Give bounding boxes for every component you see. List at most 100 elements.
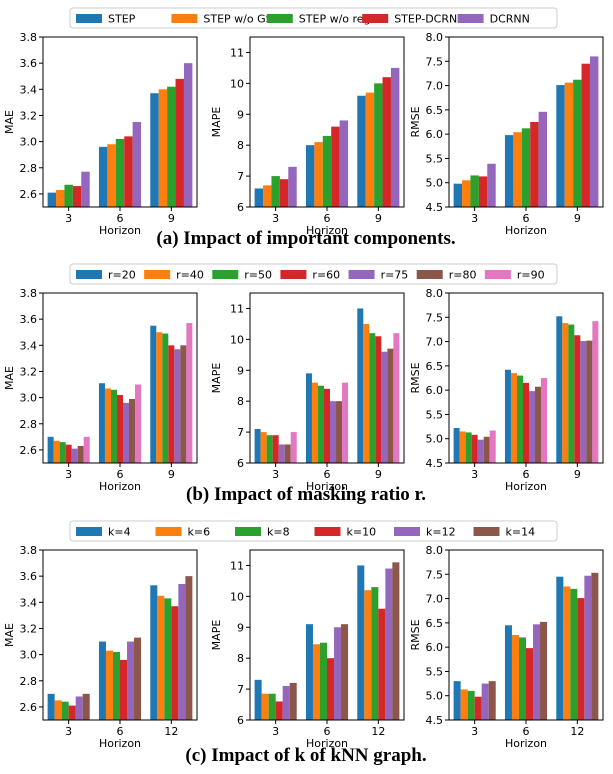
y-tick-label: 10 xyxy=(230,333,244,346)
bar-r-40-h9 xyxy=(363,323,370,463)
y-tick-label: 11 xyxy=(230,302,244,315)
x-tick-label: 6 xyxy=(324,468,331,481)
bar-r-90-h3 xyxy=(489,430,496,463)
x-axis-label: Horizon xyxy=(505,480,547,493)
y-tick-label: 8 xyxy=(237,652,244,665)
legend-label-6: k=14 xyxy=(506,526,536,539)
bar-k-4-h12 xyxy=(357,565,365,720)
bar-k-6-h3 xyxy=(54,700,62,720)
y-tick-label: 5.0 xyxy=(426,690,444,703)
y-tick-label: 6.5 xyxy=(426,104,444,117)
y-tick-label: 5.0 xyxy=(426,433,444,446)
bar-k-12-h6 xyxy=(127,641,135,720)
y-tick-label: 7.5 xyxy=(426,311,444,324)
y-tick-label: 3.2 xyxy=(20,109,38,122)
bar-step-h6 xyxy=(305,145,315,207)
bar-r-90-h3 xyxy=(83,436,90,463)
plot-frame xyxy=(249,549,405,721)
bar-r-90-h6 xyxy=(541,378,548,463)
bar-k-6-h6 xyxy=(312,644,320,720)
bar-step-w-o-reg-h9 xyxy=(374,83,383,207)
bar-r-80-h6 xyxy=(129,398,136,463)
y-tick-label: 3.4 xyxy=(20,83,38,96)
x-axis-label: Horizon xyxy=(505,737,547,750)
bar-step-w-o-reg-h9 xyxy=(573,79,582,207)
y-tick-label: 7.0 xyxy=(426,336,444,349)
bar-dcrnn-h9 xyxy=(589,56,599,208)
bar-k-10-h6 xyxy=(120,659,128,720)
bar-k-12-h12 xyxy=(584,575,592,720)
y-tick-label: 7.5 xyxy=(426,55,444,68)
y-axis-label: MAPE xyxy=(210,620,223,651)
x-tick-label: 3 xyxy=(65,725,72,738)
bar-k-14-h6 xyxy=(134,637,142,720)
y-tick-label: 6.5 xyxy=(426,360,444,373)
bar-r-50-h9 xyxy=(568,324,575,463)
x-axis-label: Horizon xyxy=(505,224,547,237)
y-tick-label: 2.8 xyxy=(20,675,38,688)
x-tick-label: 3 xyxy=(65,468,72,481)
chart-row-2: r=20 r=40 r=50 r=60 r=75 r=80 r=90 3 6 9 2.6 2.8 3.0… xyxy=(3,263,604,505)
bar-r-80-h9 xyxy=(387,348,394,463)
bar-k-10-h6 xyxy=(526,648,534,720)
bar-step-w-o-reg-h3 xyxy=(470,175,479,207)
y-tick-label: 3.4 xyxy=(20,596,38,609)
bar-dcrnn-h6 xyxy=(538,111,548,207)
y-axis-label: MAE xyxy=(3,110,16,134)
bar-k-10-h3 xyxy=(68,705,76,720)
legend-label-1: k=4 xyxy=(108,526,131,539)
plot-frame xyxy=(249,292,405,464)
bar-r-60-h9 xyxy=(574,335,581,463)
panel-rmse: 3 6 12 4.5 5.0 5.5 6.0 6.5 7.0 7.5 8.0 Horizon RMSE xyxy=(409,544,604,750)
bar-step-h3 xyxy=(453,183,463,207)
legend-swatch-1 xyxy=(76,270,102,279)
bar-step-dcrnn-h3 xyxy=(279,179,289,207)
bar-step-dcrnn-h9 xyxy=(175,78,184,207)
bar-step-w-o-gsl-h6 xyxy=(107,144,116,207)
bar-step-dcrnn-h6 xyxy=(124,136,133,207)
bar-r-60-h3 xyxy=(65,444,72,463)
bar-r-75-h3 xyxy=(71,448,78,463)
legend-label-5: r=75 xyxy=(381,269,409,282)
y-tick-label: 9 xyxy=(237,621,244,634)
y-tick-label: 3.8 xyxy=(20,544,38,557)
bar-k-14-h6 xyxy=(341,624,349,720)
bar-k-4-h12 xyxy=(556,576,564,720)
y-tick-label: 5.5 xyxy=(426,665,444,678)
plot-frame xyxy=(448,549,604,721)
bar-k-4-h3 xyxy=(47,693,55,720)
y-axis-label: MAE xyxy=(3,366,16,390)
bar-step-h9 xyxy=(150,93,159,207)
x-axis-label: Horizon xyxy=(306,224,348,237)
bar-r-20-h3 xyxy=(254,429,261,463)
y-tick-label: 5.5 xyxy=(426,408,444,421)
y-tick-label: 3.0 xyxy=(20,136,38,149)
bar-step-w-o-reg-h9 xyxy=(167,86,176,207)
bar-r-20-h6 xyxy=(98,383,105,463)
y-tick-label: 10 xyxy=(230,77,244,90)
bar-dcrnn-h6 xyxy=(132,122,142,207)
bar-k-6-h3 xyxy=(261,693,269,720)
x-tick-label: 6 xyxy=(523,468,530,481)
bar-r-60-h3 xyxy=(471,434,478,463)
bar-k-12-h12 xyxy=(385,568,393,720)
legend-label-5: k=12 xyxy=(426,526,456,539)
bar-r-80-h6 xyxy=(535,386,542,463)
plot-frame xyxy=(448,36,604,208)
legend-swatch-4 xyxy=(314,527,341,536)
chart-row-1: STEP STEP w/o GSL STEP w/o reg STEP-DCRNN DC… xyxy=(3,7,604,249)
bar-r-40-h9 xyxy=(156,332,163,463)
legend-label-3: r=50 xyxy=(244,269,272,282)
bar-k-8-h12 xyxy=(371,587,379,720)
bar-k-4-h6 xyxy=(305,624,313,720)
legend-swatch-5 xyxy=(348,270,375,279)
bar-r-75-h9 xyxy=(381,351,388,463)
y-tick-label: 7 xyxy=(237,683,244,696)
bar-step-h6 xyxy=(98,146,108,207)
legend-swatch-2 xyxy=(155,527,182,536)
bar-k-4-h12 xyxy=(150,585,158,720)
x-tick-label: 3 xyxy=(471,212,478,225)
bar-step-dcrnn-h3 xyxy=(478,176,488,207)
bar-r-75-h6 xyxy=(330,401,337,463)
